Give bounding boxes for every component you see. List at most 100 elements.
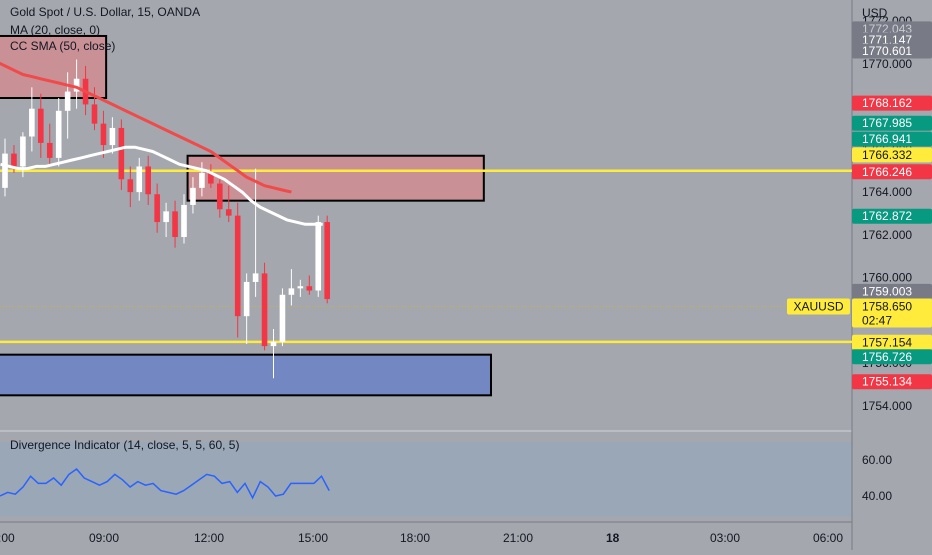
candle-body [163,211,169,223]
price-axis-tick: 1762.000 [862,228,912,242]
candle-body [190,187,196,205]
candle[interactable] [109,117,116,154]
candle[interactable] [217,179,223,218]
candle-body [145,166,151,195]
candle-body [172,211,178,238]
candle[interactable] [297,279,304,297]
currency-label: USD [862,6,888,20]
candle[interactable] [38,93,44,158]
demand-zone-bottom[interactable] [0,353,492,397]
candle-body [46,142,53,158]
supply-zone-mid[interactable] [186,154,485,202]
candle-body [306,286,313,291]
candle-body [208,172,214,184]
candle[interactable] [163,202,169,238]
candle[interactable] [172,200,178,248]
candle[interactable] [118,119,125,190]
candle-body [297,286,304,289]
price-label-text: 1767.985 [862,116,912,130]
candle-body [225,209,232,216]
time-axis-tick: 06:00 [813,531,843,545]
candle[interactable] [252,168,259,297]
candle[interactable] [306,275,313,295]
price-label-badge: 1762.872 [852,208,932,224]
candle[interactable] [208,164,214,188]
symbol-title: Gold Spot / U.S. Dollar, 15, OANDA [10,5,200,19]
oscillator-band [0,442,852,516]
candle[interactable] [64,72,71,139]
candle-body [100,123,107,146]
candle-body [109,127,116,146]
indicator-legend-sma[interactable]: CC SMA (50, close) [10,39,115,53]
price-label-text: 1757.154 [862,335,912,349]
candle-body [11,153,17,167]
candle[interactable] [261,262,268,351]
indicator-sma-label: CC SMA (50, close) [10,39,116,53]
candle-body [136,166,143,193]
oscillator-legend[interactable]: Divergence Indicator (14, close, 5, 5, 6… [10,438,239,452]
price-label-badge: 1756.726 [852,349,932,365]
candle[interactable] [136,157,143,201]
candle[interactable] [234,202,241,338]
candle[interactable] [288,269,295,306]
price-label-badge: 1757.154 [852,334,932,350]
candle[interactable] [225,185,232,223]
candle[interactable] [190,177,196,214]
price-label-badge: 1755.134 [852,374,932,390]
candle[interactable] [315,215,322,297]
oscillator-line[interactable] [0,467,330,500]
time-axis-tick: 09:00 [89,531,119,545]
candle-body [154,194,160,223]
price-label-text: 1768.162 [862,96,912,110]
candle[interactable] [46,123,53,165]
candle-body [234,215,241,317]
candle-body [270,341,277,347]
price-label-bg [852,208,932,224]
price-label-text: 1766.332 [862,148,912,162]
candle-body [279,294,286,342]
candle[interactable] [154,183,160,233]
sma50-line[interactable] [0,61,292,194]
time-axis-tick: 15:00 [298,531,328,545]
oscillator-layer [0,467,330,500]
candle[interactable] [73,59,80,109]
candle-body [181,204,187,238]
supply-zone-top[interactable] [0,34,108,99]
price-axis-tick: 1754.000 [862,399,912,413]
candle-body [199,172,205,188]
candle[interactable] [199,162,205,197]
price-label-text: 1771.147 [862,33,912,47]
candle-body [288,288,295,295]
price-label-badge: 1759.003 [852,283,932,299]
candle[interactable] [243,273,250,344]
candle[interactable] [2,138,8,197]
price-label-bg [852,349,932,365]
ma20-line[interactable] [0,145,323,226]
price-labels-layer: 1772.0431771.1471770.6011768.1621767.985… [852,21,932,390]
candle[interactable] [145,155,151,205]
symbol-tag[interactable]: XAUUSD [787,298,850,315]
indicator-legend-ma[interactable]: MA (20, close, 0) [10,23,100,37]
candle[interactable] [270,329,277,379]
candle[interactable] [100,110,107,158]
candle-body [73,78,80,92]
time-axis-tick: 18 [606,531,620,545]
candle[interactable] [324,215,330,304]
oscillator-axis-tick: 40.00 [862,489,892,503]
oscillator-axis-tick: 60.00 [862,453,892,467]
moving-averages-layer [0,61,323,226]
price-label-text: 1756.726 [862,350,912,364]
price-axis-tick: 1760.000 [862,271,912,285]
price-label-bg [852,43,932,59]
time-axis-tick: :00 [0,531,15,545]
candle[interactable] [279,288,286,347]
price-label-bg [852,147,932,163]
candle[interactable] [181,194,187,244]
candle[interactable] [127,166,134,208]
candle[interactable] [29,87,35,152]
price-label-bg [852,95,932,111]
candle[interactable] [55,98,62,167]
